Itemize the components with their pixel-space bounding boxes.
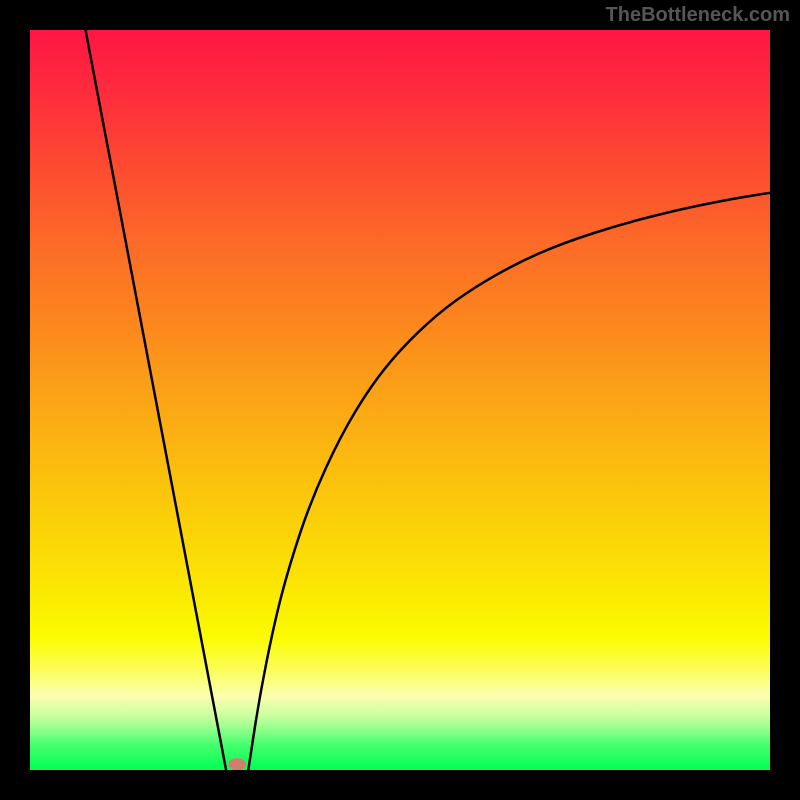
chart-canvas bbox=[0, 0, 800, 800]
watermark-text: TheBottleneck.com bbox=[606, 4, 790, 27]
bottleneck-chart: TheBottleneck.com bbox=[0, 0, 800, 800]
